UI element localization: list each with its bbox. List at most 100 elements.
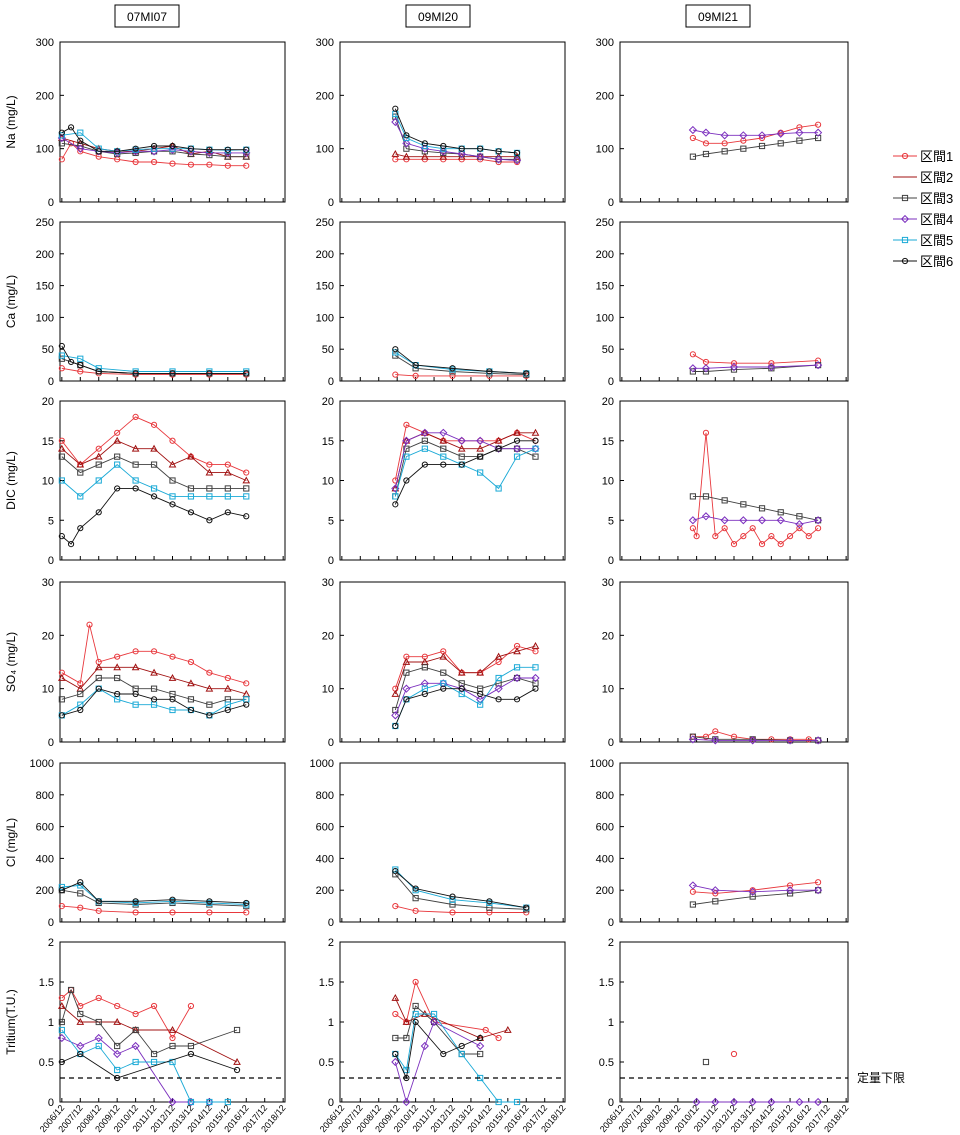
data-point — [187, 658, 195, 666]
data-point — [132, 909, 139, 916]
data-point — [439, 428, 448, 437]
data-point — [513, 428, 521, 436]
data-point — [748, 736, 757, 745]
data-point — [243, 899, 250, 907]
y-tick-label: 5 — [48, 515, 54, 527]
data-point — [132, 158, 139, 166]
data-point — [77, 879, 84, 886]
series-line — [395, 355, 527, 376]
data-point — [412, 885, 419, 892]
y-tick-label: 30 — [42, 577, 54, 589]
series-区間2 — [391, 993, 512, 1041]
data-point — [767, 362, 776, 372]
data-point — [132, 898, 139, 905]
data-point — [523, 370, 530, 377]
data-point — [721, 148, 728, 155]
data-point — [449, 893, 456, 900]
data-point — [169, 160, 176, 167]
legend-item: 区間2 — [893, 170, 953, 185]
data-point — [169, 1058, 176, 1066]
y-tick-label: 600 — [596, 822, 614, 834]
data-point — [412, 1018, 419, 1026]
y-tick-label: 200 — [596, 249, 614, 261]
data-point — [242, 476, 251, 484]
data-point — [95, 368, 102, 375]
data-point — [58, 712, 65, 719]
plot-frame — [339, 221, 566, 382]
y-tick-label: 200 — [36, 90, 54, 102]
series-line — [61, 688, 247, 716]
data-point — [476, 668, 485, 676]
data-point — [776, 129, 785, 138]
legend-label: 区間2 — [920, 170, 953, 185]
data-point — [412, 907, 419, 914]
data-point — [901, 152, 909, 160]
data-point — [486, 368, 493, 375]
data-point — [702, 150, 710, 158]
data-point — [748, 887, 757, 896]
data-point — [187, 452, 195, 460]
data-point — [702, 733, 710, 740]
data-point — [114, 429, 121, 436]
series-line — [394, 108, 518, 154]
data-point — [77, 525, 84, 532]
y-tick-label: 10 — [322, 476, 334, 488]
series-区間4 — [57, 1033, 214, 1107]
data-point — [132, 368, 139, 375]
plot-frame — [339, 762, 566, 923]
data-point — [392, 1010, 399, 1018]
panel-5-c2: 0 200 400 600 800 1000 — [310, 758, 566, 929]
data-point — [224, 485, 231, 492]
legend-label: 区間3 — [920, 191, 953, 206]
data-point — [712, 728, 719, 735]
data-point — [132, 413, 139, 420]
y-tick-label: 250 — [36, 217, 54, 229]
data-point — [114, 1042, 121, 1050]
data-point — [233, 1026, 241, 1034]
data-point — [795, 520, 804, 529]
series-区間1 — [392, 978, 502, 1042]
data-point — [777, 541, 784, 548]
data-point — [95, 907, 102, 914]
data-point — [403, 445, 410, 452]
panel-5-c3: 0 200 400 600 800 1000 — [590, 758, 849, 929]
series-区間2 — [391, 428, 540, 492]
y-tick-label: 0 — [328, 1097, 334, 1109]
series-区間3 — [392, 1002, 484, 1058]
y-axis-label: Cl (mg/L) — [4, 818, 18, 867]
y-tick-label: 800 — [596, 790, 614, 802]
data-point — [421, 445, 428, 452]
series-区間4 — [391, 1017, 485, 1107]
data-point — [900, 214, 910, 224]
data-point — [391, 711, 400, 720]
data-point — [440, 461, 447, 468]
series-line — [394, 440, 536, 505]
series-line — [61, 367, 247, 376]
y-tick-label: 150 — [316, 281, 334, 293]
y-tick-label: 200 — [596, 885, 614, 897]
data-point — [457, 444, 466, 452]
data-point — [730, 541, 738, 548]
data-point — [532, 648, 539, 655]
series-line — [61, 355, 247, 372]
data-point — [495, 696, 502, 703]
data-point — [901, 257, 909, 265]
data-point — [169, 909, 176, 916]
data-point — [95, 477, 102, 484]
y-tick-label: 100 — [36, 144, 54, 156]
data-point — [205, 684, 214, 692]
y-tick-label: 0 — [608, 197, 614, 209]
data-point — [440, 445, 447, 452]
y-tick-label: 200 — [36, 885, 54, 897]
data-point — [768, 533, 775, 540]
y-tick-label: 0 — [48, 376, 54, 388]
column-header-box-07mi07 — [114, 4, 180, 28]
data-point — [95, 509, 102, 516]
y-tick-label: 10 — [42, 684, 54, 696]
series-区間1 — [730, 1050, 738, 1058]
series-line — [394, 645, 536, 695]
data-point — [476, 436, 485, 445]
y-tick-label: 2 — [328, 937, 334, 949]
data-point — [224, 509, 231, 516]
data-point — [440, 669, 447, 676]
